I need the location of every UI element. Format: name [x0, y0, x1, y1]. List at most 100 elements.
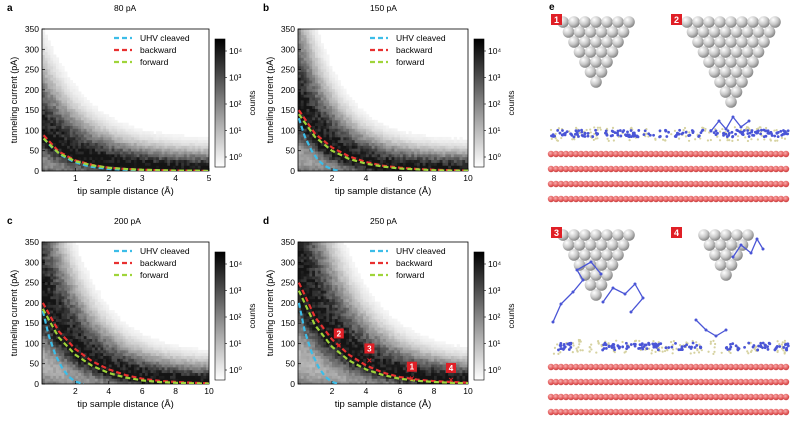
substrate-atom [727, 180, 735, 188]
substrate-atom [782, 150, 790, 158]
chart-title: 200 pA [114, 216, 141, 226]
x-tick-label: 8 [432, 386, 437, 396]
molecule-atom [616, 133, 620, 137]
x-tick-label: 2 [73, 386, 78, 396]
substrate-atom [767, 363, 775, 371]
substrate-atom [557, 378, 565, 386]
substrate-atom [552, 150, 560, 158]
substrate-atom [577, 408, 585, 416]
substrate-atom [637, 150, 645, 158]
tip-atom [590, 76, 602, 88]
substrate-atom [662, 195, 670, 203]
substrate-atom [737, 150, 745, 158]
substrate-atom [732, 195, 740, 203]
substrate-atom [732, 150, 740, 158]
substrate-atom [722, 408, 730, 416]
substrate-atom [682, 195, 690, 203]
x-tick-label: 6 [398, 173, 403, 183]
colorbar-tick-label: 10⁴ [488, 46, 501, 56]
x-tick-label: 1 [73, 173, 78, 183]
water-atom [615, 339, 618, 342]
substrate-atom [652, 195, 660, 203]
water-atom [650, 352, 653, 355]
water-atom [595, 351, 598, 354]
x-tick-label: 10 [204, 386, 214, 396]
molecule-atom [613, 348, 617, 352]
y-tick-label: 350 [25, 237, 39, 247]
y-tick-label: 150 [281, 318, 295, 328]
water-atom [628, 139, 631, 142]
tip-atom [590, 36, 602, 48]
molecule-atom [655, 345, 658, 349]
water-atom [596, 137, 599, 140]
series-line-uhv-cleaved [42, 310, 85, 384]
tip-atom [714, 36, 726, 48]
water-atom [720, 351, 723, 354]
substrate-atom [547, 393, 555, 401]
substrate-atom [737, 195, 745, 203]
colorbar-tick-label: 10¹ [488, 126, 500, 136]
substrate-atom [567, 408, 575, 416]
y-tick-label: 200 [25, 298, 39, 308]
tip-atom [714, 239, 727, 251]
substrate-atom [607, 363, 615, 371]
substrate-atom [647, 165, 655, 173]
substrate-atom [577, 150, 585, 158]
substrate-atom [662, 165, 670, 173]
substrate-atom [667, 195, 675, 203]
substrate-atom [772, 165, 780, 173]
molecule-atom [736, 346, 740, 350]
substrate-atom [767, 180, 775, 188]
tip-atom [595, 279, 608, 291]
molecule-atom [641, 296, 645, 300]
substrate-atom [707, 165, 715, 173]
water-atom [746, 139, 750, 143]
substrate-atom [712, 195, 720, 203]
water-atom [783, 137, 787, 140]
molecule-atom [561, 129, 564, 132]
substrate-atom [702, 195, 710, 203]
water-atom [782, 349, 785, 352]
tip-atom [697, 46, 710, 58]
molecule-atom [780, 133, 784, 137]
substrate-atom [642, 363, 650, 371]
tip-atom [617, 26, 630, 38]
molecule-atom [562, 346, 566, 350]
molecule-atom [605, 133, 609, 137]
substrate-atom [577, 363, 585, 371]
molecule-atom [652, 344, 656, 347]
substrate-atom [627, 408, 635, 416]
tip-atom [595, 66, 608, 78]
substrate-atom [742, 195, 750, 203]
substrate-atom [677, 393, 685, 401]
substrate-atom [597, 363, 605, 371]
substrate-atom [692, 408, 700, 416]
substrate-atom [697, 165, 705, 173]
y-tick-label: 250 [25, 65, 39, 75]
substrate-atom [737, 408, 745, 416]
series-line-backward [298, 282, 468, 384]
marker-label: 1 [410, 363, 415, 372]
substrate-atom [612, 393, 620, 401]
substrate-atom [602, 408, 610, 416]
substrate-atom [562, 195, 570, 203]
tip-atom [708, 46, 721, 58]
molecule-atom [551, 320, 555, 324]
substrate-atom [652, 165, 660, 173]
substrate-atom [572, 393, 580, 401]
substrate-atom [782, 408, 790, 416]
substrate-atom [657, 393, 665, 401]
molecule-atom [773, 134, 777, 138]
substrate-atom [637, 165, 645, 173]
substrate-atom [667, 363, 675, 371]
series-line-forward [42, 308, 209, 384]
y-tick-label: 200 [281, 298, 295, 308]
substrate-atom [592, 180, 600, 188]
water-atom [753, 347, 756, 351]
molecule-atom [625, 347, 629, 351]
series-line-forward [42, 137, 209, 171]
water-atom [593, 132, 596, 136]
substrate-atom [707, 195, 715, 203]
substrate-atom [622, 393, 630, 401]
